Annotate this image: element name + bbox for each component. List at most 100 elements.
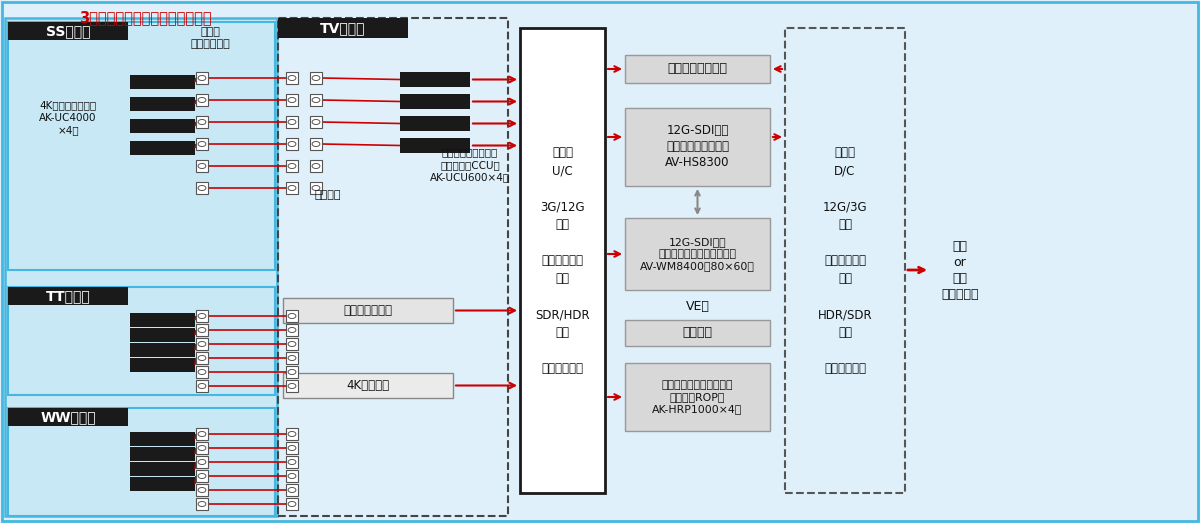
Text: リモートオペレーション
パネル（ROP）
AK-HRP1000×4台: リモートオペレーション パネル（ROP） AK-HRP1000×4台 (653, 380, 743, 414)
Ellipse shape (312, 119, 320, 124)
Ellipse shape (198, 502, 206, 506)
Ellipse shape (198, 383, 206, 389)
Bar (196, 470, 208, 482)
Text: モニター: モニター (683, 326, 713, 339)
Ellipse shape (198, 97, 206, 103)
Bar (785, 28, 905, 493)
Ellipse shape (288, 119, 296, 124)
Bar (196, 94, 208, 106)
Bar (283, 298, 454, 323)
Bar (286, 182, 298, 194)
Ellipse shape (198, 473, 206, 479)
Bar (286, 352, 298, 364)
Bar (196, 72, 208, 84)
Bar (196, 324, 208, 336)
Bar (130, 141, 194, 155)
Bar (400, 116, 470, 131)
Bar (196, 182, 208, 194)
Bar (196, 428, 208, 440)
Bar (286, 484, 298, 496)
Ellipse shape (198, 369, 206, 374)
Bar (130, 358, 194, 372)
Text: 4Kテロップ: 4Kテロップ (347, 379, 390, 392)
Bar (286, 428, 298, 440)
Bar (278, 18, 508, 516)
Bar (196, 456, 208, 468)
Text: 12G-SDI対応
ルーティングスイッチャー
AV-WM8400（80×60）: 12G-SDI対応 ルーティングスイッチャー AV-WM8400（80×60） (640, 236, 755, 271)
Text: ビデオサーバー: ビデオサーバー (343, 304, 392, 317)
Text: 12G-SDI対応
ライブスイッチャー
AV-HS8300: 12G-SDI対応 ライブスイッチャー AV-HS8300 (665, 124, 730, 169)
Bar (625, 363, 770, 431)
Ellipse shape (198, 119, 206, 124)
Bar (8, 287, 128, 305)
Text: SSホール: SSホール (46, 24, 90, 38)
Text: カメラ
コンセント盤: カメラ コンセント盤 (190, 27, 230, 49)
Ellipse shape (312, 75, 320, 81)
Text: 3ホールでカメラを移動して運用: 3ホールでカメラを移動して運用 (79, 10, 211, 25)
Ellipse shape (198, 142, 206, 146)
Bar (130, 343, 194, 357)
Ellipse shape (288, 356, 296, 360)
Bar (196, 116, 208, 128)
Bar (278, 18, 408, 38)
Bar (196, 138, 208, 150)
Ellipse shape (288, 342, 296, 347)
Text: 分配器
U/C

3G/12G
変換

フォーマット
変換

SDR/HDR
変換

ビデオパッチ: 分配器 U/C 3G/12G 変換 フォーマット 変換 SDR/HDR 変換 ビ… (535, 146, 590, 375)
Bar (286, 380, 298, 392)
Ellipse shape (312, 164, 320, 168)
Bar (286, 94, 298, 106)
Bar (310, 94, 322, 106)
Bar (625, 108, 770, 186)
Bar (286, 456, 298, 468)
Bar (286, 470, 298, 482)
Ellipse shape (288, 186, 296, 190)
Bar (286, 72, 298, 84)
Bar (283, 373, 454, 398)
Bar (130, 462, 194, 476)
Bar (286, 138, 298, 150)
Bar (130, 328, 194, 342)
Bar (520, 28, 605, 493)
Bar (400, 138, 470, 153)
Bar (400, 94, 470, 109)
Ellipse shape (288, 369, 296, 374)
Bar (8, 287, 275, 395)
Bar (8, 22, 275, 270)
Bar (130, 313, 194, 327)
Bar (130, 432, 194, 446)
Ellipse shape (312, 142, 320, 146)
Bar (196, 484, 208, 496)
Bar (196, 442, 208, 454)
Ellipse shape (288, 142, 296, 146)
Ellipse shape (198, 460, 206, 464)
Ellipse shape (288, 431, 296, 437)
Bar (310, 138, 322, 150)
Ellipse shape (198, 487, 206, 493)
Bar (310, 116, 322, 128)
Bar (310, 160, 322, 172)
Bar (286, 116, 298, 128)
Ellipse shape (312, 186, 320, 190)
Bar (8, 408, 275, 516)
Bar (196, 338, 208, 350)
Ellipse shape (198, 431, 206, 437)
Bar (130, 97, 194, 111)
Bar (286, 442, 298, 454)
Bar (130, 119, 194, 133)
Text: パッチ盤: パッチ盤 (314, 190, 341, 200)
Ellipse shape (198, 356, 206, 360)
Ellipse shape (288, 502, 296, 506)
Bar (625, 55, 770, 83)
Bar (196, 310, 208, 322)
Bar (400, 72, 470, 87)
Ellipse shape (198, 164, 206, 168)
Text: カメラコントロール
ユニット（CCU）
AK-UCU600×4式: カメラコントロール ユニット（CCU） AK-UCU600×4式 (430, 147, 510, 183)
Bar (286, 366, 298, 378)
Ellipse shape (312, 97, 320, 103)
Bar (286, 324, 298, 336)
Text: 分配器
D/C

12G/3G
変換

フォーマット
変換

HDR/SDR
変換

ビデオパッチ: 分配器 D/C 12G/3G 変換 フォーマット 変換 HDR/SDR 変換 ビ… (817, 146, 872, 375)
Ellipse shape (198, 75, 206, 81)
Ellipse shape (288, 313, 296, 319)
Bar (196, 352, 208, 364)
Bar (286, 498, 298, 510)
